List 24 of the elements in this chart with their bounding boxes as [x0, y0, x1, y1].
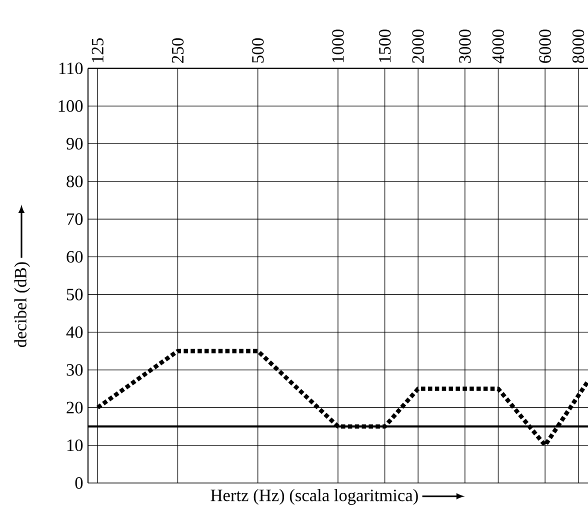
x-tick-label: 125	[92, 38, 104, 62]
x-tick-label: 4000	[492, 30, 504, 64]
x-tick-label: 250	[172, 38, 184, 63]
y-tick-label: 100	[58, 100, 83, 112]
y-axis-title: decibel (dB)	[14, 262, 30, 348]
y-tick-label: 80	[66, 176, 83, 188]
y-tick-label: 30	[66, 364, 83, 376]
x-tick-label: 500	[252, 38, 264, 63]
y-tick-label: 0	[75, 477, 83, 489]
x-axis-title: Hertz (Hz) (scala logaritmica)	[210, 489, 418, 505]
y-tick-label: 50	[66, 288, 83, 300]
x-tick-label: 2000	[412, 30, 424, 63]
y-tick-label: 90	[66, 138, 83, 150]
x-tick-label: 1500	[379, 30, 391, 62]
y-tick-label: 70	[67, 213, 83, 225]
x-tick-label: 3000	[459, 30, 471, 63]
x-tick-label: 8000	[572, 30, 584, 63]
y-tick-label: 20	[66, 402, 83, 414]
x-tick-label: 1000	[332, 30, 344, 62]
y-tick-label: 110	[59, 62, 83, 74]
x-tick-label: 6000	[539, 30, 551, 63]
y-tick-label: 40	[66, 326, 83, 338]
y-tick-label: 60	[66, 250, 83, 263]
y-tick-label: 10	[67, 439, 83, 452]
